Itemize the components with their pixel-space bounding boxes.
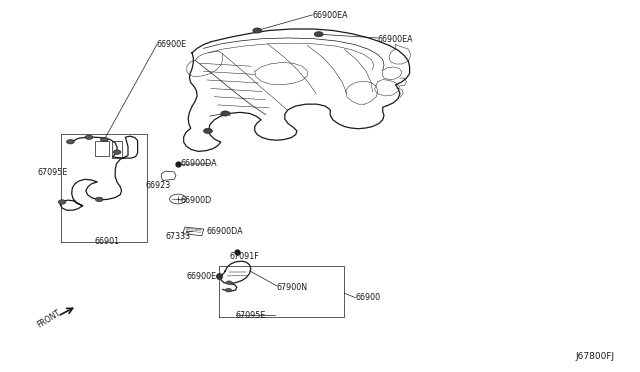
Text: J67800FJ: J67800FJ (575, 352, 614, 361)
Text: 67333: 67333 (165, 232, 190, 241)
Text: 67095E: 67095E (236, 311, 266, 320)
Text: 66900DA: 66900DA (207, 227, 243, 236)
Text: 66900E: 66900E (157, 40, 187, 49)
Text: 66900: 66900 (355, 293, 380, 302)
Circle shape (85, 135, 93, 140)
Text: 66901: 66901 (95, 237, 120, 246)
Text: FRONT: FRONT (35, 308, 62, 329)
Circle shape (204, 128, 212, 134)
Circle shape (226, 281, 232, 285)
Text: 67095E: 67095E (37, 169, 67, 177)
Circle shape (221, 111, 230, 116)
Text: 67091F: 67091F (229, 252, 259, 261)
Text: 66900DA: 66900DA (180, 159, 217, 168)
Circle shape (95, 197, 103, 202)
Text: 66900E: 66900E (186, 272, 216, 280)
Circle shape (314, 32, 323, 37)
Circle shape (100, 137, 108, 142)
Circle shape (225, 288, 232, 292)
Text: 66900EA: 66900EA (378, 35, 413, 44)
Circle shape (67, 140, 74, 144)
Text: 66923: 66923 (146, 182, 171, 190)
Text: 66900D: 66900D (180, 196, 212, 205)
Circle shape (253, 28, 262, 33)
Text: 67900N: 67900N (276, 283, 308, 292)
Circle shape (113, 150, 121, 154)
Circle shape (58, 200, 66, 204)
Text: 66900EA: 66900EA (312, 11, 348, 20)
